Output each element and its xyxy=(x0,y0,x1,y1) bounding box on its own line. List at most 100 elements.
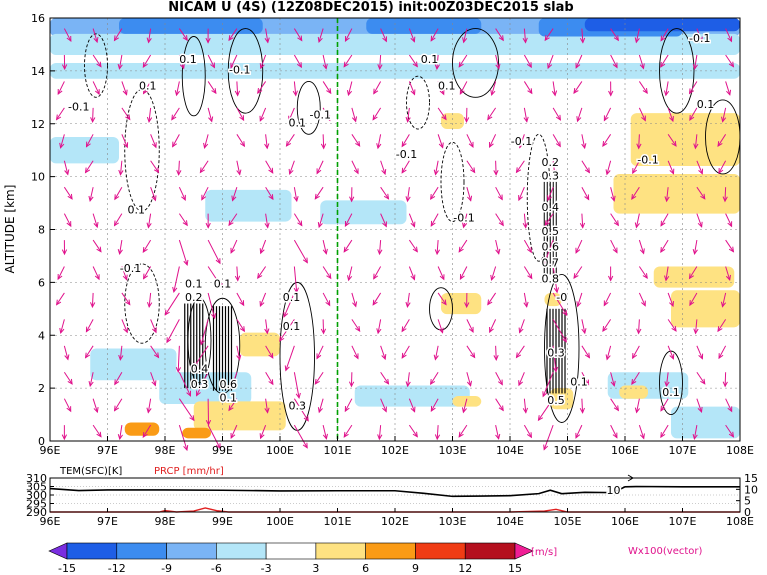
wind-vector-head xyxy=(268,379,274,386)
wind-vector-head xyxy=(344,406,350,413)
wind-vector xyxy=(121,107,131,120)
wind-vector-head xyxy=(288,168,294,176)
wind-vector xyxy=(378,425,382,440)
wind-vector xyxy=(495,372,503,385)
wind-vector-head xyxy=(490,89,496,96)
wind-vector xyxy=(200,319,209,345)
wind-vector xyxy=(489,134,497,148)
wind-vector xyxy=(458,424,468,438)
wind-vector xyxy=(577,107,583,122)
x-tick-label: 99E xyxy=(212,444,233,457)
wind-vector-head xyxy=(487,299,493,306)
wind-vector-head xyxy=(669,168,675,175)
wind-vector-head xyxy=(562,310,568,317)
wind-vector xyxy=(380,28,387,42)
wind-vector-head xyxy=(727,406,733,413)
wind-vector xyxy=(575,54,583,68)
contour-label: 0.1 xyxy=(697,98,715,111)
wind-vector-head xyxy=(576,116,582,123)
y-tick-label: 0 xyxy=(38,435,45,448)
wind-vector xyxy=(377,134,382,149)
wind-vector xyxy=(437,292,447,305)
colorbar-unit: [m/s] xyxy=(531,547,557,558)
wind-vector-head xyxy=(495,63,501,70)
y-tick-label: 10 xyxy=(31,171,45,184)
wind-vector xyxy=(573,266,583,279)
wind-vector xyxy=(724,187,727,202)
wind-vector-head xyxy=(543,259,548,266)
wind-vector-head xyxy=(96,431,102,438)
wind-vector xyxy=(178,186,186,201)
wind-vector-head xyxy=(205,419,212,426)
wind-vector-head xyxy=(355,140,361,147)
contour-loop xyxy=(124,263,160,344)
wind-vector-head xyxy=(722,196,728,203)
wind-vector-head xyxy=(555,141,561,148)
tem-label: TEM(SFC)[K] xyxy=(59,466,122,477)
wind-vector xyxy=(142,54,152,68)
wind-vector-head xyxy=(93,221,99,229)
wind-vector-head xyxy=(230,432,236,439)
wind-vector xyxy=(603,107,612,121)
wind-vector xyxy=(635,28,640,43)
prcp-tick-label: 0 xyxy=(744,506,751,519)
wind-vector-head xyxy=(489,141,494,148)
wind-vector-head xyxy=(142,246,148,253)
wind-vector xyxy=(495,213,504,226)
wind-vector-head xyxy=(268,194,274,201)
wind-vector xyxy=(717,319,727,332)
wind-vector xyxy=(230,54,238,68)
wind-vector xyxy=(150,134,157,148)
shade-patch xyxy=(124,422,160,436)
wind-vector xyxy=(696,160,703,174)
wind-vector xyxy=(236,345,241,360)
wind-vector xyxy=(293,187,298,202)
wind-vector xyxy=(406,292,410,307)
wind-vector-head xyxy=(174,90,180,97)
contour-label: 0.1 xyxy=(662,386,680,399)
wind-vector xyxy=(236,134,245,147)
wind-vector-head xyxy=(632,353,637,360)
shade-patch xyxy=(182,427,211,439)
wind-vector xyxy=(408,266,415,280)
wind-vector xyxy=(660,239,669,253)
wind-vector-head xyxy=(498,35,504,42)
wind-vector-head xyxy=(326,273,332,280)
wind-vector xyxy=(638,107,646,121)
wind-vector-head xyxy=(698,168,704,175)
wind-vector xyxy=(407,107,410,122)
wind-vector xyxy=(487,292,497,305)
wind-vector xyxy=(178,54,185,69)
wind-vector-head xyxy=(146,222,152,229)
wind-vector xyxy=(581,345,590,358)
wind-vector-head xyxy=(84,352,91,359)
wind-vector-head xyxy=(231,380,237,387)
wind-vector xyxy=(121,81,128,95)
wind-vector-head xyxy=(228,405,234,412)
wind-vector xyxy=(379,54,382,70)
wind-vector-head xyxy=(208,116,214,123)
shade-patch xyxy=(205,189,292,222)
wind-vector-head xyxy=(355,325,361,332)
wind-vector-head xyxy=(153,167,160,174)
wind-vector xyxy=(696,345,703,359)
wind-vector-head xyxy=(217,283,224,290)
contour-label: -0 xyxy=(556,291,567,304)
wind-vector-head xyxy=(88,380,94,388)
wind-vector xyxy=(343,424,353,438)
wind-vector-head xyxy=(608,90,614,97)
wind-vector xyxy=(495,186,503,200)
wind-vector-head xyxy=(164,309,170,316)
wind-vector xyxy=(150,187,156,201)
wind-vector-head xyxy=(228,220,234,227)
wind-vector xyxy=(257,81,267,94)
y-tick-label: 2 xyxy=(38,382,45,395)
wind-vector-head xyxy=(639,248,645,255)
wind-vector-head xyxy=(59,327,65,335)
wind-vector xyxy=(660,213,669,226)
wind-vector-head xyxy=(142,61,148,68)
wind-vector xyxy=(178,398,195,421)
contour-loop xyxy=(124,88,160,212)
